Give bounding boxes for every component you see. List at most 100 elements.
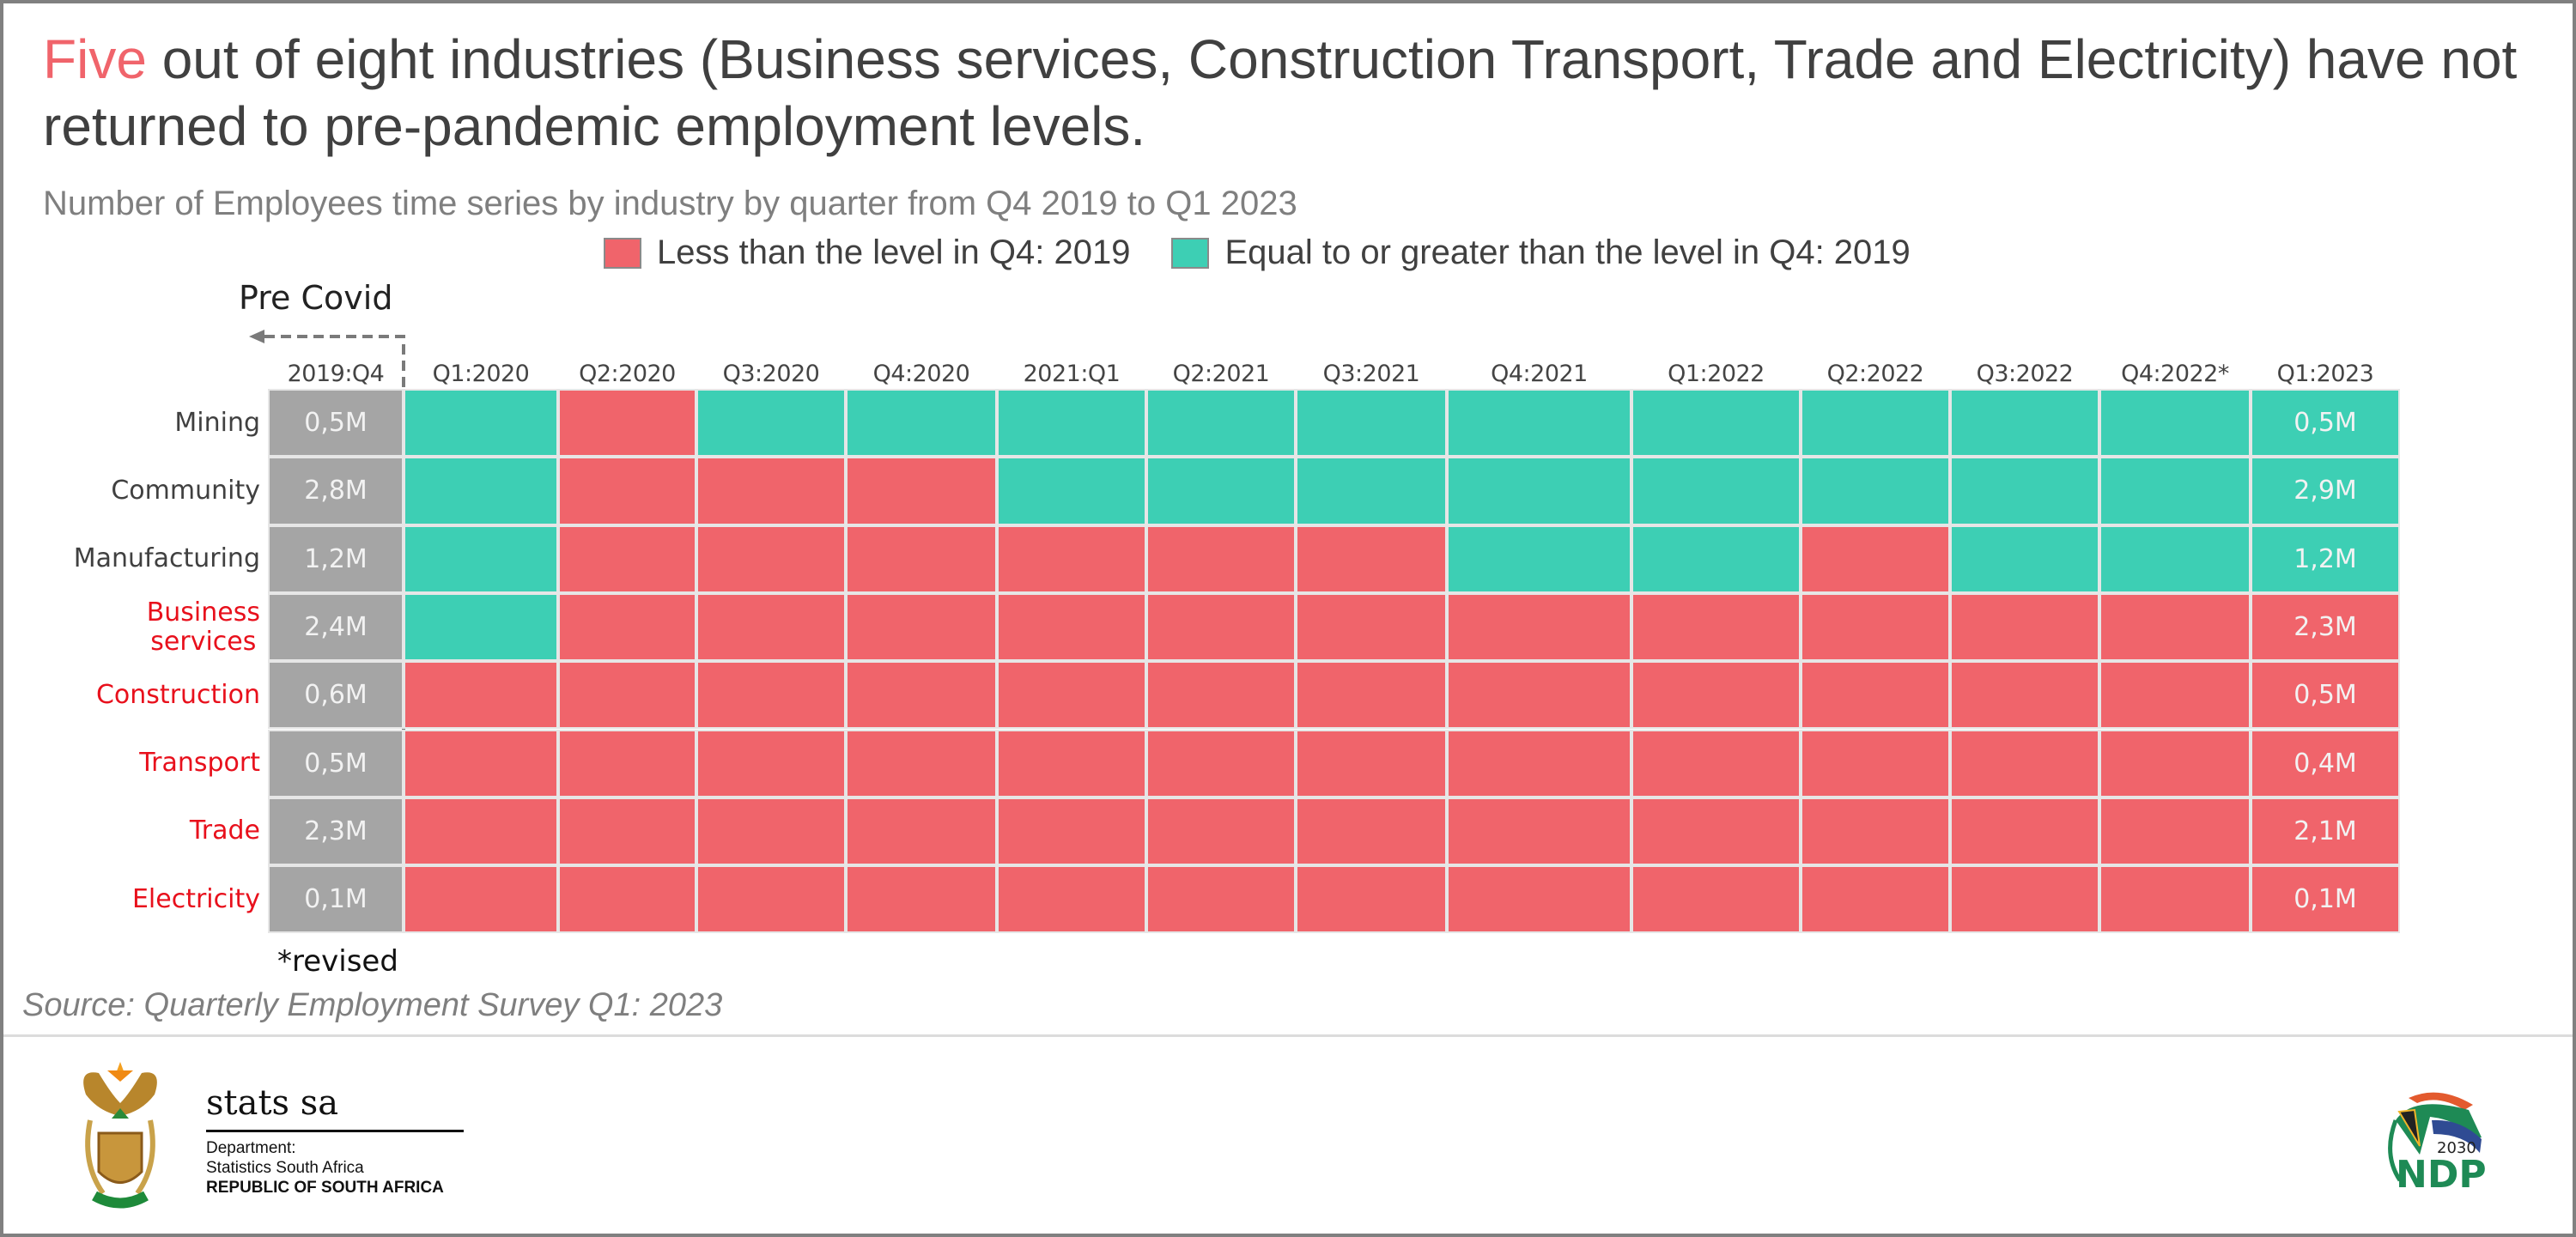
- heatmap-cell: [846, 729, 997, 797]
- heatmap-cell: [558, 865, 696, 934]
- source-note: Source: Quarterly Employment Survey Q1: …: [22, 987, 723, 1023]
- baseline-cell: 0,5M: [268, 729, 404, 797]
- heatmap-cell: [1801, 661, 1950, 730]
- heatmap-cell: [1801, 457, 1950, 525]
- heatmap-cell: [1950, 661, 2099, 730]
- heatmap-cell: [1801, 797, 1950, 866]
- heatmap-cell: [997, 865, 1146, 934]
- title-highlight: Five: [43, 28, 147, 90]
- baseline-cell: 2,4M: [268, 592, 404, 662]
- heatmap-cell: [558, 729, 696, 797]
- heatmap-cell: [846, 389, 997, 458]
- column-header: Q4:2022*: [2121, 361, 2229, 387]
- heatmap-cell: [1296, 389, 1447, 458]
- heatmap-cell: [1950, 525, 2099, 593]
- heatmap-cell: [1296, 457, 1447, 525]
- legend-label-greater: Equal to or greater than the level in Q4…: [1224, 233, 1911, 271]
- heatmap-cell: [997, 525, 1146, 593]
- revised-note: *revised: [277, 944, 398, 979]
- heatmap-cell: [1146, 389, 1296, 458]
- heatmap-cell: [2099, 389, 2251, 458]
- baseline-cell: 0,5M: [268, 389, 404, 458]
- heatmap-cell: [1447, 525, 1631, 593]
- column-header: Q3:2020: [722, 361, 820, 387]
- heatmap-cell: 0,1M: [2251, 865, 2400, 934]
- heatmap-cell: [1801, 389, 1950, 458]
- heatmap-cell: [1801, 865, 1950, 934]
- heatmap-cell: [404, 797, 558, 866]
- heatmap-cell: [1447, 457, 1631, 525]
- column-header: Q1:2023: [2276, 361, 2374, 387]
- row-label: Construction: [95, 679, 260, 710]
- heatmap-cell: [1447, 389, 1631, 458]
- chart-subtitle: Number of Employees time series by indus…: [43, 185, 1297, 222]
- heatmap-cell: [1146, 592, 1296, 662]
- heatmap-cell: [997, 457, 1146, 525]
- heatmap-cell: 2,9M: [2251, 457, 2400, 525]
- heatmap-cell: [696, 865, 846, 934]
- heatmap-cell: [558, 389, 696, 458]
- heatmap-cell: [558, 661, 696, 730]
- heatmap-cell: [2099, 797, 2251, 866]
- heatmap-cell: [2099, 592, 2251, 662]
- heatmap-cell: 0,5M: [2251, 661, 2400, 730]
- heatmap-cell: [558, 457, 696, 525]
- heatmap-cell: [997, 389, 1146, 458]
- ndp-2030-logo-icon: 2030 NDP: [2388, 1092, 2487, 1197]
- dept-line-1: Department:: [206, 1139, 296, 1157]
- column-header: Q3:2022: [1976, 361, 2074, 387]
- heatmap-cell: [404, 865, 558, 934]
- baseline-cell: 0,1M: [268, 865, 404, 934]
- title-text: out of eight industries (Business servic…: [43, 28, 2518, 157]
- legend-item-greater: Equal to or greater than the level in Q4…: [1171, 233, 1911, 272]
- heatmap-cell: 2,3M: [2251, 592, 2400, 662]
- svg-text:NDP: NDP: [2396, 1153, 2487, 1197]
- heatmap-cell: [404, 389, 558, 458]
- heatmap-cell: [558, 525, 696, 593]
- baseline-cell: 2,3M: [268, 797, 404, 866]
- heatmap-cell: [1631, 797, 1801, 866]
- heatmap-cell: [997, 592, 1146, 662]
- row-label: Transport: [139, 748, 260, 779]
- legend-label-less: Less than the level in Q4: 2019: [657, 233, 1131, 271]
- column-header: 2021:Q1: [1023, 361, 1121, 387]
- column-header: Q1:2020: [432, 361, 530, 387]
- heatmap-cell: [558, 797, 696, 866]
- heatmap-cell: [1296, 661, 1447, 730]
- heatmap-cell: [1447, 865, 1631, 934]
- heatmap-cell: [1631, 389, 1801, 458]
- heatmap-cell: [1146, 729, 1296, 797]
- heatmap-cell: [997, 729, 1146, 797]
- page-title: Five out of eight industries (Business s…: [43, 26, 2550, 160]
- heatmap-cell: [1631, 865, 1801, 934]
- legend-swatch-greater: [1171, 237, 1210, 269]
- heatmap-cell: [404, 592, 558, 662]
- heatmap-cell: [1950, 865, 2099, 934]
- heatmap-cell: [997, 797, 1146, 866]
- baseline-cell: 0,6M: [268, 661, 404, 730]
- heatmap-cell: [1146, 661, 1296, 730]
- row-label: Business services: [34, 593, 260, 661]
- heatmap-cell: 1,2M: [2251, 525, 2400, 593]
- svg-text:2030: 2030: [2437, 1139, 2476, 1157]
- heatmap-cell: [1801, 729, 1950, 797]
- row-label: Trade: [189, 816, 260, 846]
- coat-of-arms-icon: [83, 1062, 157, 1209]
- stats-sa-department: Department: Statistics South Africa REPU…: [206, 1138, 444, 1198]
- baseline-cell: 1,2M: [268, 525, 404, 593]
- heatmap-cell: [696, 592, 846, 662]
- heatmap-cell: [1146, 797, 1296, 866]
- heatmap-cell: [2099, 865, 2251, 934]
- row-label: Community: [111, 475, 260, 506]
- heatmap-cell: [1296, 592, 1447, 662]
- row-label: Mining: [174, 407, 260, 438]
- heatmap-cell: [1447, 661, 1631, 730]
- heatmap-cell: [1146, 865, 1296, 934]
- column-header: Q3:2021: [1322, 361, 1420, 387]
- column-header: Q4:2020: [872, 361, 970, 387]
- heatmap-cell: [1801, 525, 1950, 593]
- row-label-text: Business services: [146, 597, 260, 657]
- heatmap-cell: [404, 525, 558, 593]
- heatmap-cell: [2099, 661, 2251, 730]
- heatmap-cell: [1146, 457, 1296, 525]
